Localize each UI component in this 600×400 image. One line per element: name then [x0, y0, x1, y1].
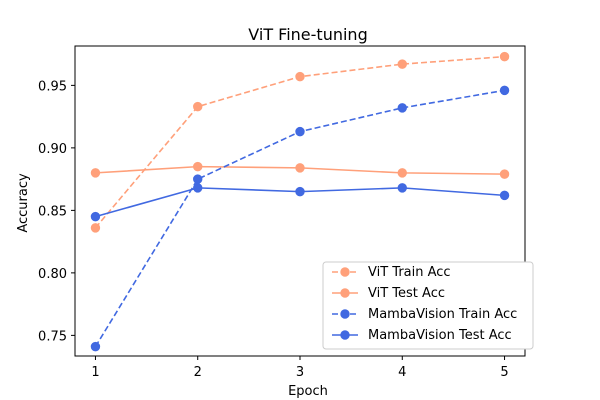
- chart-title: ViT Fine-tuning: [248, 25, 367, 44]
- data-point: [397, 103, 407, 113]
- data-point: [499, 190, 510, 201]
- legend-box: [322, 261, 534, 350]
- data-point: [90, 341, 101, 352]
- data-point: [397, 183, 407, 193]
- data-point: [499, 85, 510, 96]
- legend-marker: [340, 267, 350, 277]
- x-axis-label: Epoch: [288, 384, 328, 399]
- y-tick-label: 0.75: [38, 329, 67, 344]
- y-tick-label: 0.85: [38, 204, 67, 219]
- x-axis-ticks: 1 2 3 4 5: [91, 356, 509, 380]
- x-tick-label: 1: [91, 365, 99, 380]
- data-point: [295, 71, 305, 82]
- data-point: [90, 223, 101, 233]
- legend-label: MambaVision Train Acc: [368, 307, 517, 322]
- data-point: [295, 186, 305, 197]
- legend-marker: [340, 330, 350, 340]
- data-point: [90, 211, 101, 222]
- legend-label: ViT Test Acc: [368, 286, 445, 301]
- data-point: [90, 168, 101, 178]
- data-point: [499, 51, 510, 62]
- y-tick-label: 0.90: [38, 142, 67, 157]
- legend-label: ViT Train Acc: [368, 265, 451, 280]
- y-tick-label: 0.80: [38, 267, 67, 282]
- x-tick-label: 5: [500, 365, 508, 380]
- data-point: [397, 59, 407, 69]
- x-tick-label: 2: [194, 365, 202, 380]
- y-tick-label: 0.95: [38, 79, 67, 94]
- data-point: [193, 101, 203, 112]
- x-tick-label: 3: [296, 365, 304, 380]
- data-point: [193, 174, 203, 184]
- legend-marker: [340, 288, 350, 298]
- data-point: [295, 163, 305, 173]
- y-axis-label: Accuracy: [16, 173, 31, 233]
- data-point: [295, 126, 305, 137]
- data-point: [499, 169, 510, 179]
- series-line: [94, 55, 505, 229]
- data-point: [193, 183, 203, 193]
- series-3: [90, 183, 510, 222]
- series-layer: [90, 51, 510, 352]
- legend-label: MambaVision Test Acc: [368, 328, 512, 343]
- data-point: [397, 168, 407, 178]
- x-tick-label: 4: [398, 365, 406, 380]
- legend-marker: [340, 309, 350, 319]
- y-axis-ticks: 0.75 0.80 0.85 0.90 0.95: [38, 79, 75, 344]
- series-0: [90, 51, 510, 233]
- legend: ViT Train Acc ViT Test Acc MambaVision Tra…: [322, 261, 534, 350]
- series-1: [90, 161, 510, 179]
- data-point: [193, 161, 203, 172]
- series-2: [90, 85, 510, 352]
